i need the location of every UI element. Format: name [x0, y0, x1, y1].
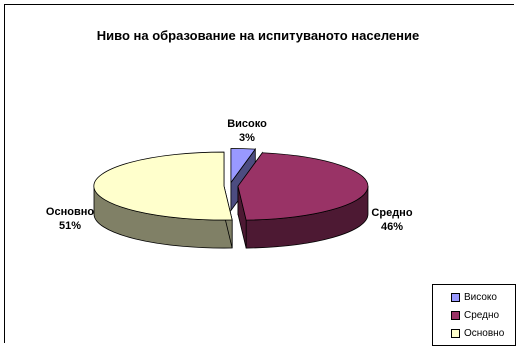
- legend-swatch-visoko: [451, 292, 460, 302]
- legend-item-sredno: Средно: [451, 308, 499, 322]
- legend-item-visoko: Високо: [451, 290, 497, 304]
- legend-swatch-sredno: [451, 310, 460, 320]
- data-label-pct-sredno: 46%: [381, 221, 403, 233]
- legend-item-osnovno: Основно: [451, 326, 504, 340]
- pie-tops: [93, 148, 369, 221]
- chart-title: Ниво на образование на испитуваното насе…: [97, 28, 419, 43]
- data-label-pct-visoko: 3%: [239, 132, 255, 144]
- data-label-name-visoko: Високо: [227, 118, 267, 130]
- legend-label-sredno: Средно: [464, 309, 500, 321]
- legend-label-visoko: Високо: [464, 291, 497, 303]
- data-label-pct-osnovno: 51%: [59, 220, 81, 232]
- pie-slice-osnovno: [93, 151, 233, 221]
- data-label-name-osnovno: Основно: [46, 206, 94, 218]
- legend-label-osnovno: Основно: [464, 327, 505, 339]
- legend: Високо Средно Основно: [432, 284, 516, 346]
- legend-swatch-osnovno: [451, 328, 460, 338]
- pie-slice-sredno: [237, 152, 369, 221]
- pie-slice-visoko: [230, 148, 257, 184]
- data-label-name-sredno: Средно: [371, 207, 412, 219]
